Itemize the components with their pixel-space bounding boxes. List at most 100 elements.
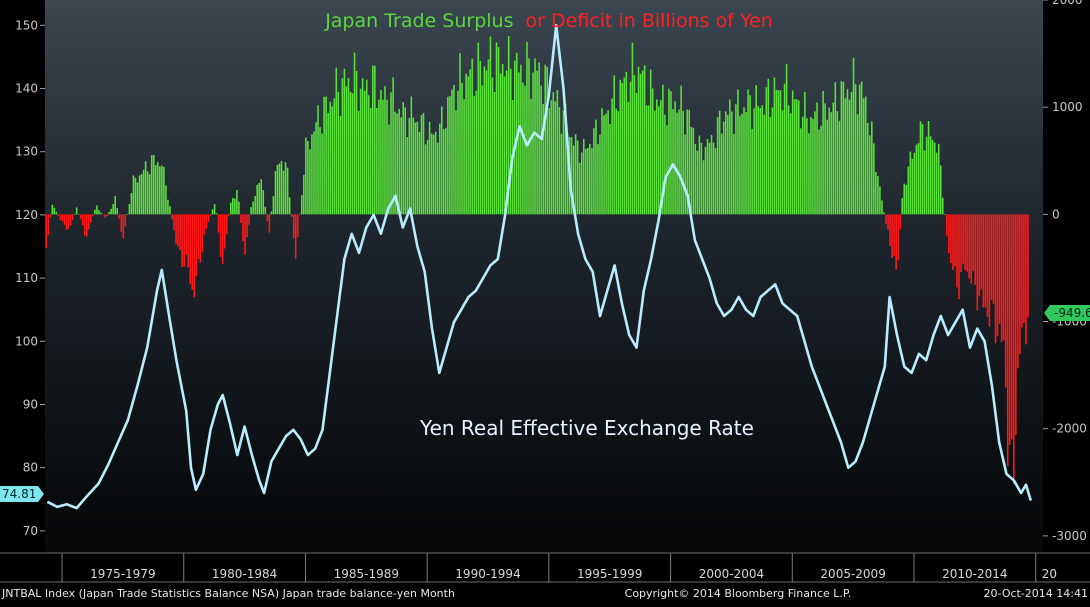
surplus-bar — [309, 149, 311, 215]
deficit-bar — [106, 214, 108, 217]
deficit-bar — [1019, 214, 1021, 355]
surplus-bar — [355, 71, 358, 215]
surplus-bar — [451, 89, 453, 215]
surplus-bar — [169, 206, 171, 215]
surplus-bar — [875, 172, 877, 215]
deficit-bar — [71, 214, 74, 221]
surplus-bar — [564, 103, 567, 215]
deficit-bar — [203, 214, 206, 235]
left-tick-label: 140 — [15, 81, 38, 95]
surplus-bar — [215, 213, 218, 215]
surplus-bar — [625, 71, 628, 215]
surplus-bar — [461, 82, 463, 215]
surplus-bar — [633, 75, 636, 215]
surplus-bar — [349, 91, 352, 215]
surplus-bar — [55, 211, 58, 215]
surplus-bar — [430, 133, 433, 215]
surplus-bar — [514, 60, 516, 215]
surplus-bar — [311, 134, 313, 215]
deficit-bar — [950, 214, 952, 264]
x-tick-label: 2000-2004 — [699, 567, 764, 581]
deficit-bar — [227, 214, 230, 217]
surplus-bar — [250, 207, 252, 215]
chart-title: Japan Trade Surplus or Deficit in Billio… — [324, 10, 773, 32]
deficit-bar — [183, 214, 185, 267]
surplus-bar — [682, 110, 684, 215]
surplus-bar — [605, 113, 607, 215]
surplus-bar — [704, 146, 707, 215]
left-tick-label: 80 — [23, 461, 38, 475]
deficit-bar — [960, 214, 962, 273]
surplus-bar — [475, 90, 478, 215]
surplus-bar — [372, 65, 374, 215]
surplus-bar — [378, 99, 380, 215]
x-tick-label: 1995-1999 — [577, 567, 642, 581]
surplus-bar — [51, 204, 54, 215]
surplus-bar — [617, 111, 620, 215]
left-axis: 70 80 90 100 110 120 130 140 150 — [15, 18, 45, 538]
deficit-bar — [1004, 214, 1007, 388]
surplus-bar — [726, 114, 729, 215]
deficit-bar — [893, 214, 895, 256]
surplus-bar — [343, 68, 346, 215]
surplus-bar — [550, 100, 553, 215]
surplus-bar — [126, 214, 129, 215]
surplus-bar — [540, 85, 542, 215]
surplus-bar — [286, 167, 289, 215]
surplus-bar — [323, 96, 325, 215]
surplus-bar — [824, 103, 826, 215]
deficit-bar — [986, 214, 989, 317]
surplus-bar — [635, 92, 638, 215]
deficit-bar — [67, 214, 70, 229]
deficit-bar — [294, 214, 297, 259]
surplus-bar — [623, 77, 626, 215]
surplus-bar — [307, 141, 309, 215]
deficit-bar — [65, 214, 68, 230]
surplus-bar — [749, 95, 751, 215]
surplus-bar — [163, 166, 165, 215]
surplus-bar — [477, 42, 480, 215]
deficit-bar — [994, 214, 997, 344]
surplus-bar — [763, 114, 766, 215]
surplus-bar — [467, 76, 469, 215]
surplus-bar — [611, 98, 613, 215]
surplus-bar — [621, 83, 624, 215]
surplus-bar — [755, 85, 757, 215]
surplus-bar — [260, 179, 263, 215]
surplus-bar — [161, 165, 163, 215]
surplus-bar — [116, 208, 118, 215]
surplus-bar — [925, 136, 928, 215]
surplus-bar — [238, 201, 240, 215]
x-tick-label: 1975-1979 — [90, 567, 155, 581]
deficit-bar — [268, 214, 271, 233]
surplus-bar — [662, 84, 664, 215]
surplus-bar — [714, 148, 717, 215]
surplus-bar — [731, 111, 733, 215]
surplus-bar — [804, 91, 806, 215]
deficit-bar — [59, 214, 62, 220]
surplus-bar — [112, 203, 114, 215]
surplus-bar — [716, 117, 719, 215]
surplus-bar — [507, 36, 510, 215]
surplus-bar — [690, 127, 693, 215]
surplus-bar — [554, 101, 557, 215]
surplus-bar — [826, 119, 828, 215]
surplus-bar — [445, 127, 447, 215]
surplus-bar — [653, 110, 656, 215]
x-tick-label: 2010-2014 — [942, 567, 1007, 581]
surplus-bar — [700, 142, 703, 215]
surplus-bar — [367, 95, 370, 215]
surplus-bar — [232, 197, 234, 215]
x-tick-label: 2005-2009 — [820, 567, 885, 581]
deficit-bar — [69, 214, 72, 226]
surplus-bar — [787, 105, 790, 215]
surplus-bar — [447, 96, 449, 215]
deficit-bar — [1013, 214, 1015, 484]
surplus-bar — [783, 83, 786, 215]
surplus-bar — [670, 91, 672, 215]
surplus-bar — [390, 92, 392, 215]
surplus-bar — [236, 189, 238, 215]
surplus-bar — [410, 96, 413, 215]
surplus-bar — [313, 131, 315, 215]
surplus-bar — [919, 121, 922, 215]
